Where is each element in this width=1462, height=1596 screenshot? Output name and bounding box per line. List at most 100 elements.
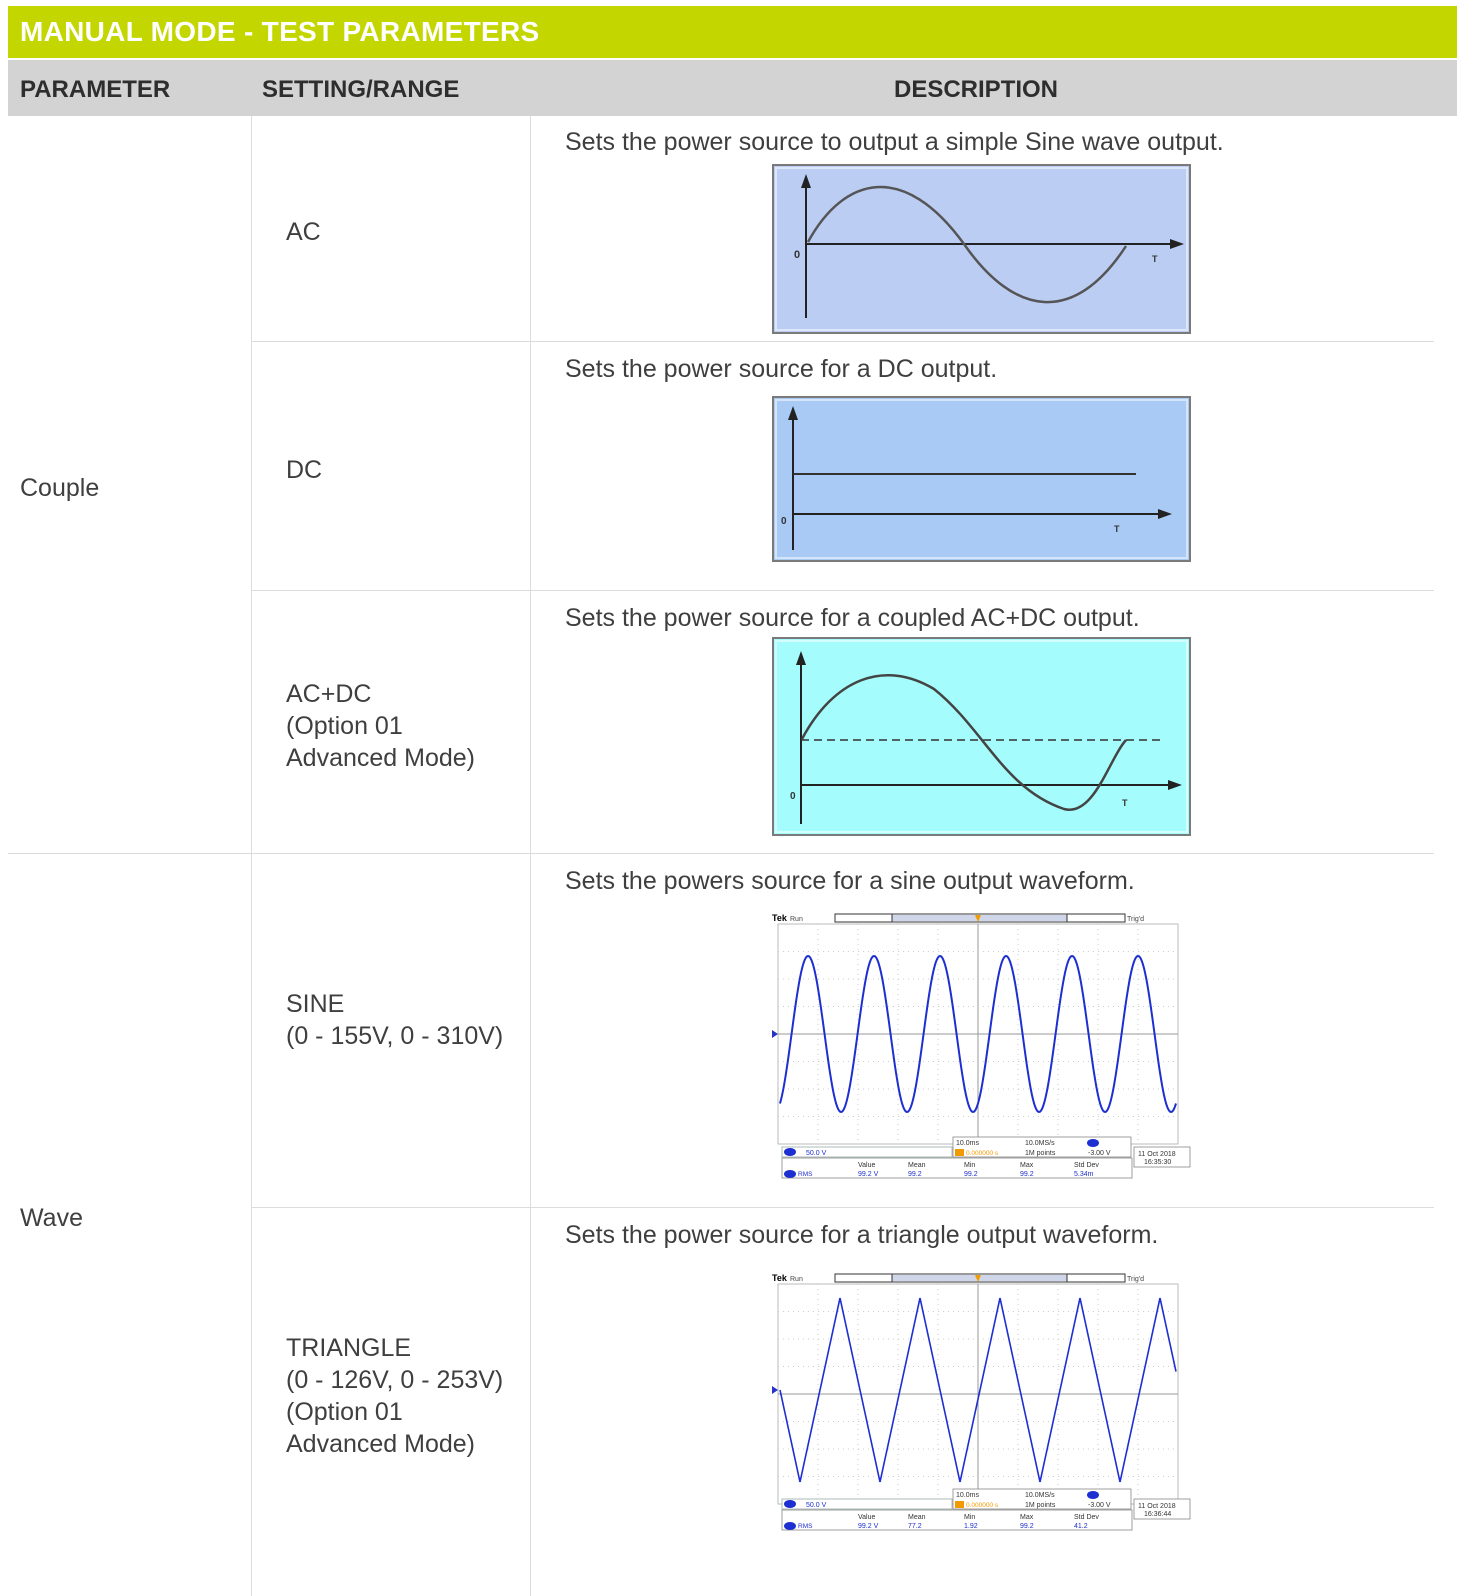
meas-value: 99.2 <box>1020 1171 1034 1178</box>
origin-label: 0 <box>781 516 787 527</box>
scope-brand: Tek <box>772 913 788 923</box>
setting-line: TRIANGLE <box>286 1334 412 1362</box>
trigger-position-marker <box>975 1275 981 1282</box>
meas-value: 5.34m <box>1074 1171 1094 1178</box>
setting-line: DC <box>286 456 323 484</box>
setting-line: Advanced Mode) <box>286 1430 476 1458</box>
measurement-table <box>781 1509 1133 1531</box>
scope-state: Run <box>790 1276 803 1283</box>
scope-volts-div: 50.0 V <box>806 1150 827 1157</box>
scope-trig-level: -3.00 V <box>1088 1502 1111 1509</box>
description-ac: Sets the power source to output a simple… <box>565 128 1224 156</box>
meas-value: 99.2 <box>908 1171 922 1178</box>
meas-header: Min <box>964 1162 975 1169</box>
setting-line: AC <box>286 218 321 246</box>
description-acdc: Sets the power source for a coupled AC+D… <box>565 604 1140 632</box>
meas-value: 41.2 <box>1074 1523 1088 1530</box>
header-setting: SETTING/RANGE <box>262 76 460 103</box>
setting-sine: SINE (0 - 155V, 0 - 310V) <box>286 988 503 1052</box>
scope-volts-div: 50.0 V <box>806 1502 827 1509</box>
meas-value: 99.2 <box>1020 1523 1034 1530</box>
table-title-bar <box>8 6 1457 58</box>
meas-header: Value <box>858 1514 875 1521</box>
setting-dc: DC <box>286 454 322 486</box>
scope-timebase: 10.0ms <box>956 1140 979 1147</box>
scope-timebase: 10.0ms <box>956 1492 979 1499</box>
setting-line: Advanced Mode) <box>286 744 476 772</box>
group-divider <box>8 853 1434 854</box>
scope-date: 11 Oct 2018 <box>1138 1503 1176 1510</box>
scope-time: 16:36:44 <box>1144 1511 1171 1518</box>
setting-line: (Option 01 <box>286 1398 403 1426</box>
scope-delay: 0.000000 s <box>966 1150 999 1157</box>
sine-trace <box>779 954 1177 1114</box>
header-description: DESCRIPTION <box>894 76 1059 103</box>
meas-value: 99.2 V <box>858 1171 879 1178</box>
triangle-scope-screenshot: Tek Run Trig'd 50.0 V 10.0ms 0.000000 s … <box>770 1270 1192 1540</box>
x-axis-arrow <box>1158 509 1172 519</box>
dc-waveform-diagram: 0 T <box>772 396 1191 562</box>
origin-label: 0 <box>794 249 800 261</box>
meas-header: Std Dev <box>1074 1162 1099 1169</box>
y-axis-arrow <box>796 651 806 665</box>
x-axis-arrow <box>1168 780 1182 790</box>
row-divider <box>251 1207 1434 1208</box>
setting-acdc: AC+DC (Option 01 Advanced Mode) <box>286 678 475 774</box>
origin-label: 0 <box>790 791 796 802</box>
meas-header: Max <box>1020 1162 1034 1169</box>
axis-label: T <box>1152 254 1158 264</box>
table-header-row <box>8 60 1457 116</box>
setting-ac: AC <box>286 216 321 248</box>
description-triangle: Sets the power source for a triangle out… <box>565 1221 1159 1249</box>
y-axis-arrow <box>801 174 811 188</box>
axis-label: T <box>1122 798 1128 808</box>
sine-scope-screenshot: Tek Run Trig'd 50.0 V 10.0ms 0.000000 s … <box>770 910 1192 1180</box>
meas-header: Mean <box>908 1514 926 1521</box>
axis-label: T <box>1114 524 1120 534</box>
channel-1-marker <box>772 1030 778 1038</box>
y-axis-arrow <box>788 406 798 420</box>
meas-header: Value <box>858 1162 875 1169</box>
scope-brand: Tek <box>772 1273 788 1283</box>
meas-header: Min <box>964 1514 975 1521</box>
ac-waveform-diagram: 0 T <box>772 164 1191 334</box>
meas-label: RMS <box>798 1523 813 1530</box>
x-axis-arrow <box>1170 239 1184 249</box>
row-divider <box>251 590 1434 591</box>
meas-value: 1.92 <box>964 1523 978 1530</box>
coupled-wave <box>800 674 1127 811</box>
graticule-grid <box>778 924 1178 1144</box>
scope-trig-level: -3.00 V <box>1088 1150 1111 1157</box>
page-title: MANUAL MODE - TEST PARAMETERS <box>20 16 540 47</box>
description-sine: Sets the powers source for a sine output… <box>565 867 1135 895</box>
setting-line: (Option 01 <box>286 712 403 740</box>
measurement-table <box>781 1157 1133 1179</box>
scope-points: 1M points <box>1025 1150 1056 1157</box>
channel-1-marker <box>772 1386 778 1394</box>
meas-label: RMS <box>798 1171 813 1178</box>
setting-line: SINE <box>286 990 345 1018</box>
scope-trig-status: Trig'd <box>1127 1276 1144 1283</box>
meas-value: 77.2 <box>908 1523 922 1530</box>
column-divider <box>251 116 252 1596</box>
setting-triangle: TRIANGLE (0 - 126V, 0 - 253V) (Option 01… <box>286 1332 503 1460</box>
setting-line: (0 - 126V, 0 - 253V) <box>286 1366 504 1394</box>
scope-trig-status: Trig'd <box>1127 916 1144 923</box>
meas-header: Std Dev <box>1074 1514 1099 1521</box>
meas-header: Mean <box>908 1162 926 1169</box>
acdc-waveform-diagram: 0 T <box>772 637 1191 836</box>
param-couple: Couple <box>20 474 100 502</box>
setting-line: AC+DC <box>286 680 372 708</box>
scope-sample-rate: 10.0MS/s <box>1025 1140 1055 1147</box>
graticule-grid <box>778 1284 1178 1504</box>
header-parameter: PARAMETER <box>20 76 171 103</box>
scope-date: 11 Oct 2018 <box>1138 1151 1176 1158</box>
scope-time: 16:35:30 <box>1144 1159 1171 1166</box>
meas-header: Max <box>1020 1514 1034 1521</box>
setting-line: (0 - 155V, 0 - 310V) <box>286 1022 504 1050</box>
scope-delay: 0.000000 s <box>966 1502 999 1509</box>
sine-wave <box>806 185 1128 304</box>
row-divider <box>251 341 1434 342</box>
trigger-position-marker <box>975 915 981 922</box>
column-divider <box>530 116 531 1596</box>
